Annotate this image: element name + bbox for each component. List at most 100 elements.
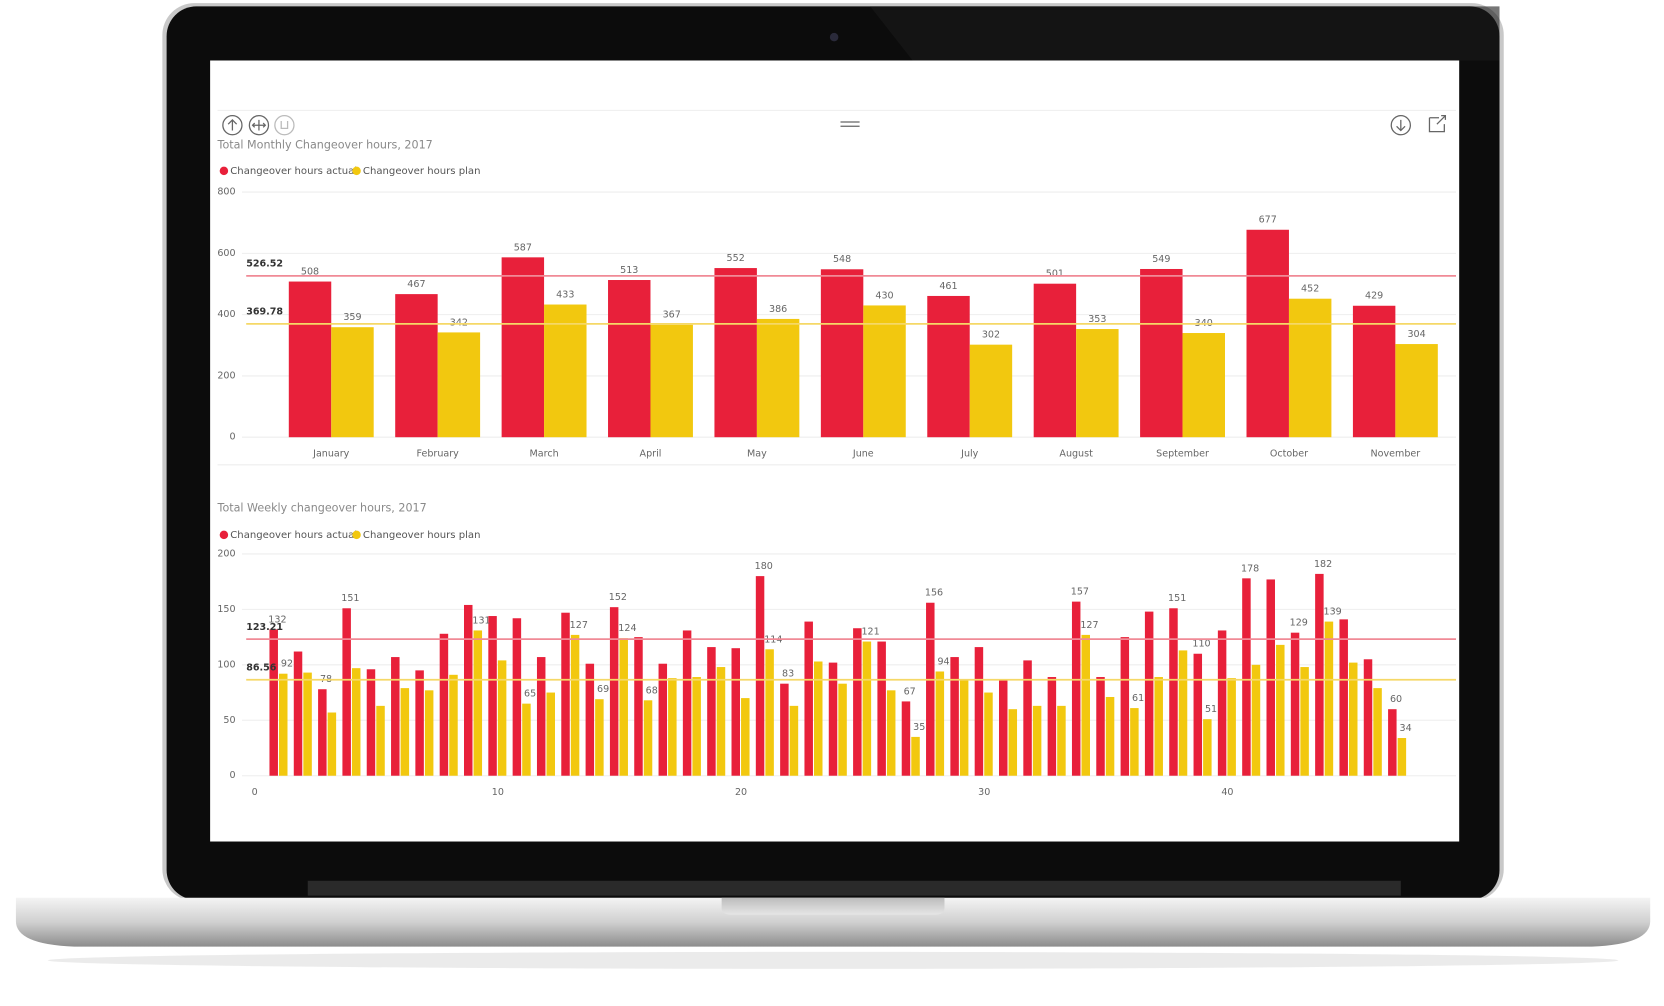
data-label: 302: [982, 330, 1000, 341]
focus-mode-button[interactable]: [1428, 115, 1447, 133]
bar: [984, 692, 993, 776]
data-label: 501: [1046, 269, 1064, 280]
legend-label: Changeover hours actual: [230, 530, 357, 541]
bar: [886, 690, 896, 776]
y-tick-label: 150: [217, 604, 235, 615]
bar: [668, 678, 677, 776]
bar: [959, 680, 969, 776]
bar: [1290, 632, 1300, 776]
data-label: 68: [646, 685, 658, 696]
bar: [437, 332, 481, 438]
bar: [424, 690, 434, 776]
bar: [814, 661, 823, 776]
download-button[interactable]: [1390, 115, 1412, 136]
x-tick-label: November: [1371, 449, 1421, 460]
y-tick-label: 600: [217, 248, 235, 259]
drag-handle[interactable]: [840, 121, 860, 127]
legend-marker: [219, 166, 229, 176]
bar: [707, 647, 716, 776]
data-label: 433: [556, 289, 574, 300]
y-tick-label: 800: [217, 187, 235, 198]
legend-label: Changeover hours plan: [363, 530, 481, 541]
bar: [692, 677, 701, 776]
data-label: 51: [1205, 704, 1217, 715]
bar: [1178, 650, 1188, 776]
x-tick-label: 30: [978, 787, 990, 798]
bar: [1120, 637, 1130, 776]
bar: [765, 649, 774, 776]
bar: [351, 668, 361, 776]
bar: [1057, 705, 1066, 776]
data-label: 92: [281, 659, 293, 670]
drill-up-button[interactable]: [222, 115, 243, 136]
bar: [731, 648, 740, 776]
bar: [1352, 305, 1396, 438]
bar: [1363, 659, 1373, 776]
bar: [1081, 634, 1090, 776]
bar: [853, 628, 862, 776]
bar: [926, 602, 935, 776]
bar: [303, 672, 312, 776]
bar: [789, 705, 799, 776]
x-tick-label: May: [747, 449, 767, 460]
data-label: 69: [597, 684, 609, 695]
bar: [1154, 677, 1163, 776]
drill-down-button[interactable]: [274, 115, 295, 136]
bar: [1339, 619, 1348, 776]
data-label: 353: [1088, 314, 1106, 325]
reference-label: 526.52: [246, 259, 283, 270]
legend-marker: [219, 530, 229, 540]
data-label: 461: [939, 281, 957, 292]
reference-label: 86.56: [246, 663, 277, 674]
x-tick-label: 10: [492, 787, 504, 798]
bar: [1033, 283, 1077, 438]
data-label: 513: [620, 265, 638, 276]
data-label: 359: [343, 312, 361, 323]
bar: [1324, 621, 1334, 776]
data-label: 124: [618, 623, 636, 634]
y-tick-label: 0: [230, 770, 236, 781]
x-tick-label: July: [960, 449, 979, 460]
y-tick-label: 200: [217, 548, 235, 559]
data-label: 151: [1168, 593, 1186, 604]
bar: [1076, 329, 1119, 438]
toolbar: [222, 115, 1447, 136]
x-tick-label: June: [852, 449, 874, 460]
data-label: 83: [782, 669, 794, 680]
bar: [756, 318, 800, 438]
bar: [755, 576, 765, 776]
y-tick-label: 100: [217, 659, 235, 670]
bar: [439, 633, 449, 776]
bar: [318, 689, 327, 776]
bar: [1288, 298, 1332, 438]
data-label: 342: [450, 317, 468, 328]
bar: [1242, 578, 1251, 776]
data-label: 182: [1314, 559, 1332, 570]
bar: [536, 657, 546, 776]
x-tick-label: April: [640, 449, 662, 460]
bar: [998, 679, 1008, 776]
bar: [1193, 653, 1203, 776]
bar: [1023, 660, 1032, 776]
data-label: 180: [755, 561, 773, 572]
bar: [1300, 667, 1309, 776]
data-label: 549: [1152, 254, 1170, 265]
data-label: 508: [301, 266, 319, 277]
bar: [376, 705, 385, 776]
bar: [820, 269, 864, 438]
data-label: 367: [663, 310, 681, 321]
bar: [595, 699, 604, 776]
bar: [1047, 677, 1057, 776]
bar: [828, 662, 838, 776]
bar: [464, 604, 473, 776]
bar: [1217, 630, 1227, 776]
expand-all-button[interactable]: [248, 115, 270, 136]
bar: [838, 683, 847, 776]
bar: [415, 670, 424, 776]
bar: [269, 629, 278, 776]
x-tick-label: September: [1156, 449, 1209, 460]
bar: [969, 344, 1013, 438]
legend-marker: [352, 166, 361, 176]
bar: [473, 630, 483, 776]
bar: [293, 651, 303, 776]
